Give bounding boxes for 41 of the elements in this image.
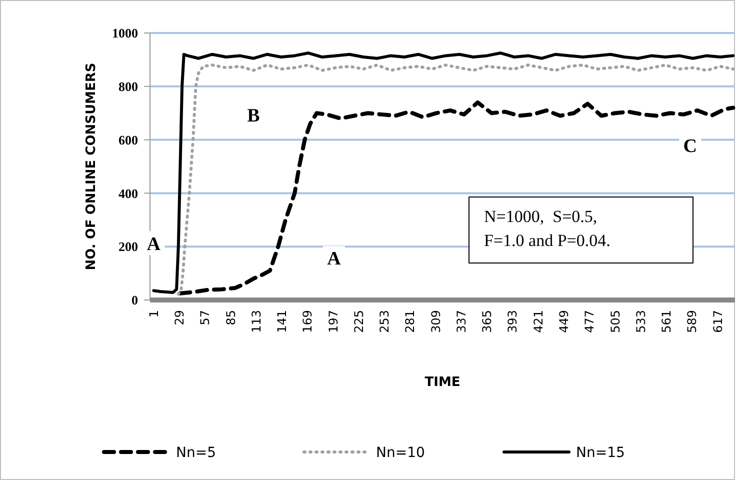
x-tick-label: 197 (326, 310, 340, 333)
x-tick-label: 337 (454, 310, 468, 333)
annotation: B (247, 106, 260, 127)
x-tick-label: 589 (685, 310, 700, 333)
annotation: C (683, 136, 698, 157)
y-tick-label: 1000 (112, 26, 138, 41)
legend-label: Nn=10 (376, 444, 425, 461)
y-tick-label: 0 (132, 292, 138, 308)
x-tick-label: 533 (634, 310, 648, 333)
line-series (178, 100, 736, 296)
x-tick-label: 505 (608, 310, 622, 333)
x-tick-label: 561 (660, 310, 674, 333)
y-tick-label: 600 (118, 132, 138, 148)
x-tick-label: 477 (582, 310, 597, 333)
x-tick-label: 113 (249, 310, 264, 333)
annotation: A (327, 248, 342, 270)
x-tick-label: 617 (710, 310, 725, 333)
y-axis-title: NO. OF ONLINE CONSUMERS (84, 62, 99, 270)
y-tick-label: 800 (118, 78, 138, 94)
x-tick-label: 225 (352, 310, 366, 333)
x-tick-label: 29 (172, 310, 186, 326)
x-tick-label: 141 (275, 310, 290, 333)
x-tick-label: 85 (224, 310, 238, 326)
annotation: A (146, 234, 161, 255)
x-tick-label: 281 (403, 310, 418, 333)
legend-label: Nn=15 (576, 444, 625, 461)
x-tick-label: 57 (198, 310, 212, 326)
y-tick-label: 200 (118, 239, 138, 254)
x-tick-label: 365 (480, 310, 494, 333)
x-tick-label: 421 (531, 310, 546, 333)
legend-label: Nn=5 (176, 444, 216, 461)
x-tick-label: 449 (557, 310, 572, 333)
y-tick-label: 400 (118, 186, 138, 201)
x-tick-label: 253 (378, 310, 392, 333)
x-tick-label: 1 (146, 310, 161, 318)
x-tick-label: 309 (428, 310, 443, 333)
x-axis-title: TIME (424, 375, 460, 390)
annotation: N=1000, S=0.5, F=1.0 and P=0.04. (484, 207, 610, 250)
text-box: N=1000, S=0.5, F=1.0 and P=0.04. (468, 196, 694, 264)
x-tick-label: 393 (506, 310, 520, 333)
x-tick-label: 169 (300, 310, 315, 333)
